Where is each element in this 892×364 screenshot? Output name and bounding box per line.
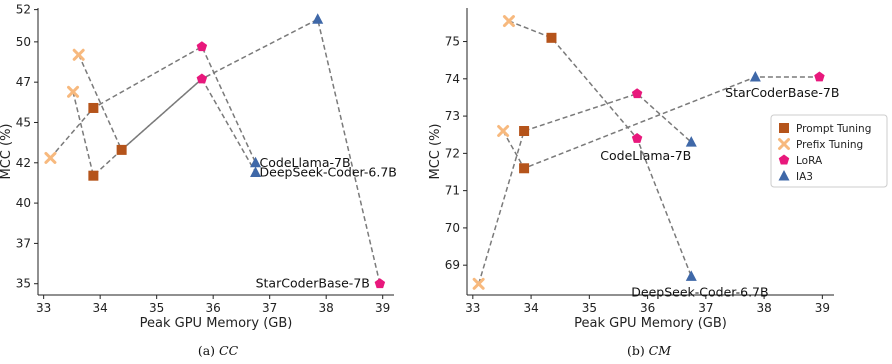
data-point-prompt-tuning [519, 163, 530, 174]
data-point-lora [814, 71, 825, 82]
data-point-prefix-tuning [44, 151, 57, 164]
x-tick-label: 35 [149, 301, 164, 315]
x-tick-label: 36 [206, 301, 221, 315]
legend-marker-prompt-tuning [779, 123, 789, 133]
legend-label: IA3 [796, 171, 813, 183]
x-tick-label: 38 [756, 301, 771, 315]
data-point-prompt-tuning [546, 32, 557, 43]
data-point-lora [631, 132, 643, 143]
data-point-prefix-tuning [72, 48, 85, 61]
data-point-prefix-tuning [502, 15, 515, 28]
y-axis-label: MCC (%) [0, 124, 14, 180]
model-line [502, 76, 820, 170]
y-tick-label: 72 [445, 146, 460, 160]
x-tick-label: 34 [93, 301, 108, 315]
legend-label: Prompt Tuning [796, 123, 871, 135]
x-tick-label: 36 [640, 301, 655, 315]
data-point-prefix-tuning [472, 277, 485, 290]
legend-marker-ia3 [778, 170, 790, 181]
data-point-prompt-tuning [519, 126, 530, 136]
y-tick-label: 73 [445, 109, 460, 123]
x-tick-label: 38 [319, 301, 334, 315]
data-point-lora [374, 278, 386, 289]
model-annotation: CodeLlama-7B [600, 148, 691, 163]
y-tick-label: 47 [16, 75, 31, 89]
x-tick-label: 37 [262, 301, 277, 315]
y-tick-label: 69 [445, 258, 460, 272]
legend-marker-lora [778, 154, 790, 165]
x-axis-label: Peak GPU Memory (GB) [574, 316, 727, 331]
legend-label: LoRA [796, 155, 823, 167]
legend-label: Prefix Tuning [796, 139, 863, 151]
data-point-prompt-tuning [88, 102, 99, 113]
y-tick-label: 40 [16, 196, 31, 210]
data-point-prefix-tuning [497, 125, 510, 137]
x-tick-label: 39 [375, 301, 390, 315]
y-axis-label: MCC (%) [428, 124, 443, 180]
data-point-lora [631, 88, 643, 99]
data-point-prompt-tuning [116, 144, 127, 155]
data-point-lora [196, 41, 208, 52]
data-point-prefix-tuning [67, 85, 80, 98]
data-point-ia3 [685, 136, 697, 147]
y-tick-label: 50 [16, 35, 31, 49]
legend: Prompt Tuning Prefix Tuning LoRA IA3 [770, 114, 888, 188]
x-axis-label: Peak GPU Memory (GB) [140, 316, 293, 331]
model-line [72, 77, 257, 178]
y-tick-label: 52 [16, 3, 31, 17]
x-tick-label: 37 [698, 301, 713, 315]
x-tick-label: 33 [36, 301, 51, 315]
data-point-ia3 [749, 70, 761, 82]
y-tick-label: 42 [16, 156, 31, 170]
model-line [508, 20, 692, 277]
y-tick-label: 70 [445, 221, 460, 235]
data-point-lora [196, 73, 208, 84]
model-annotation: CodeLlama-7B [260, 155, 351, 170]
x-tick-label: 33 [465, 301, 480, 315]
model-annotation: StarCoderBase-7B [256, 276, 370, 291]
data-point-ia3 [250, 156, 262, 168]
x-tick-label: 34 [523, 301, 538, 315]
data-point-ia3 [312, 13, 324, 24]
chart-panel-a: 33 34 35 36 37 38 39 35 37 40 42 45 47 50 52 Peak GPU M… [0, 3, 397, 358]
y-tick-label: 35 [16, 277, 31, 291]
y-tick-label: 75 [445, 35, 460, 49]
y-tick-label: 37 [16, 236, 31, 250]
y-tick-label: 71 [445, 184, 460, 198]
y-tick-label: 74 [445, 72, 460, 86]
data-point-ia3 [250, 166, 262, 177]
legend-box [770, 114, 888, 188]
panel-caption: (b) CM [627, 343, 672, 358]
model-annotation: DeepSeek-Coder-6.7B [260, 164, 397, 179]
data-point-ia3 [685, 270, 697, 281]
model-line [477, 92, 692, 285]
model-annotation: StarCoderBase-7B [725, 85, 839, 100]
data-point-prompt-tuning [88, 170, 99, 181]
model-annotation: DeepSeek-Coder-6.7B [631, 284, 768, 299]
model-line [49, 45, 257, 164]
x-tick-label: 35 [582, 301, 597, 315]
y-tick-label: 45 [16, 115, 31, 129]
panel-caption: (a) CC [198, 343, 239, 358]
legend-marker-prefix-tuning [778, 138, 790, 150]
x-tick-label: 39 [815, 301, 830, 315]
chart-panel-b: 33 34 35 36 37 38 39 69 70 71 72 73 74 75 Peak GPU Mem… [428, 8, 839, 358]
